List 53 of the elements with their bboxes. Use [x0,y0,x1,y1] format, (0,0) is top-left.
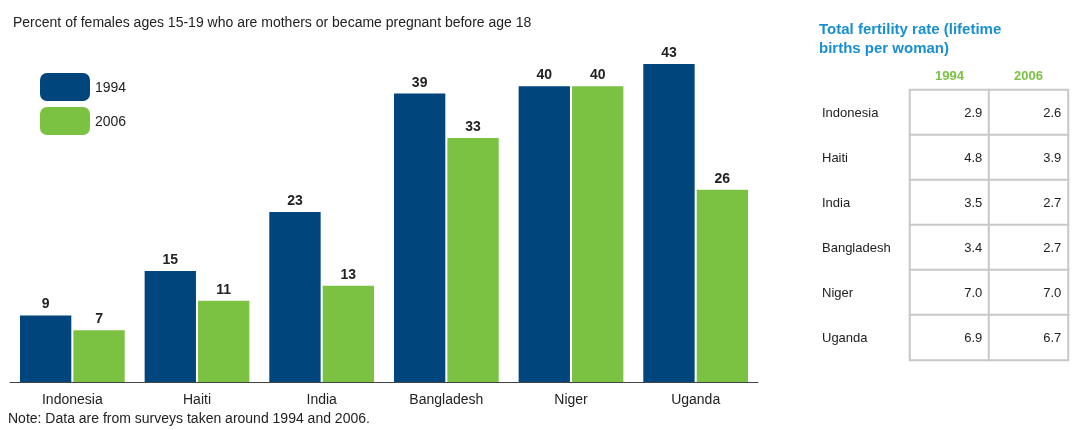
x-tick-label: India [306,391,338,407]
legend-label: 1994 [95,79,127,95]
data-label: 26 [714,169,731,186]
y-tick-label: Bangladesh [822,240,891,255]
data-label: 2.6 [1043,105,1062,120]
data-label: 40 [536,66,553,83]
data-label: 7.0 [964,285,983,300]
bar [696,189,749,382]
data-label: 2.9 [964,105,983,120]
data-label: 7 [95,310,104,327]
x-tick-label: Indonesia [41,391,103,407]
bar [269,211,321,382]
data-label: 6.7 [1043,330,1062,345]
data-label: 15 [162,251,179,268]
data-label: 7.0 [1043,285,1062,300]
bar [198,300,250,382]
x-tick-label: Niger [554,391,589,407]
data-label: 3.5 [964,195,983,210]
data-label: 43 [661,44,677,60]
bar [572,86,624,382]
y-tick-label: Haiti [822,150,849,165]
bar [643,64,695,382]
bar [322,285,375,382]
bar [144,271,196,382]
data-label: 11 [216,280,232,297]
bar [73,330,125,382]
x-tick-label: Uganda [671,391,721,407]
legend-label: 2006 [95,113,127,129]
x-tick-label: Haiti [182,391,212,407]
data-label: 9 [41,295,50,312]
bar [447,137,499,382]
data-label: 13 [340,265,357,282]
x-tick-label: Bangladesh [409,391,484,407]
data-label: 39 [411,73,428,90]
data-label: 4.8 [964,150,983,165]
y-tick-label: India [822,195,851,210]
y-tick-label: Indonesia [822,105,880,120]
data-label: 33 [465,117,482,134]
data-label: 2.7 [1043,240,1062,255]
data-label: 6.9 [964,330,983,345]
data-label: 2.7 [1043,195,1062,210]
y-tick-label: Uganda [822,330,869,345]
data-label: 40 [589,66,606,83]
data-label: 3.9 [1043,150,1062,165]
data-label: 3.4 [964,240,983,255]
chart-title: Percent of females ages 15-19 who are mothers or became pregnant before age 18 [13,14,532,30]
bar [393,93,446,382]
text: Note: Data are from surveys taken around 1994 and 2006. [8,410,370,426]
bar [19,315,72,382]
chart-title: Total fertility rate (lifetime births per woman) [819,20,1006,56]
y-tick-label: Niger [822,285,854,300]
data-label: 23 [287,191,303,208]
bar [518,86,570,382]
